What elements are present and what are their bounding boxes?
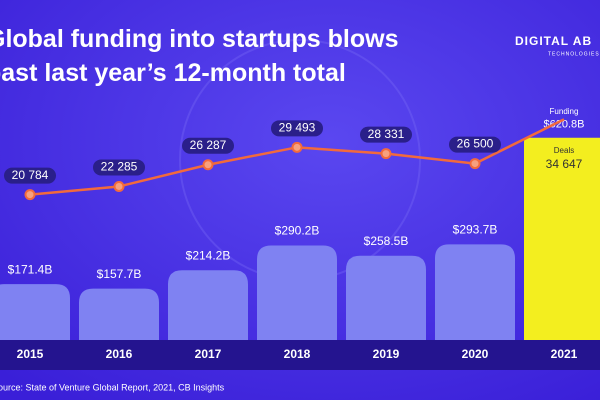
label-pill — [4, 167, 56, 184]
deals-marker — [113, 180, 125, 192]
deals-marker — [291, 141, 303, 153]
bar-value-label: $258.5B — [364, 234, 409, 248]
bar — [524, 137, 600, 340]
deals-marker — [202, 159, 214, 171]
source: Source: State of Venture Global Report, … — [0, 382, 225, 392]
bar — [168, 270, 248, 340]
series-name: Deals — [554, 146, 574, 155]
bar-value-label: $171.4B — [8, 262, 53, 276]
x-tick-label: 2018 — [284, 347, 311, 361]
bar-value-label: $290.2B — [275, 224, 320, 238]
deals-value-label: 22 285 — [101, 160, 138, 174]
label-pill — [360, 126, 412, 143]
bar — [0, 284, 70, 340]
logo-sub: TECHNOLOGIES — [548, 51, 600, 57]
logo: DIGITAL AB — [515, 34, 592, 48]
deals-value-label: 29 493 — [279, 120, 316, 134]
title-box: Global funding into startups blows past … — [0, 25, 399, 87]
bar-value-label: $293.7B — [453, 223, 498, 237]
deals-marker — [469, 158, 481, 170]
bar-value-label: $620.8B — [544, 119, 585, 131]
bar — [346, 255, 426, 340]
series-name: Funding — [550, 107, 579, 116]
x-tick-label: 2015 — [17, 347, 44, 361]
bar — [79, 288, 159, 340]
bar-value-label: $157.7B — [97, 267, 142, 281]
label-pill — [93, 159, 145, 176]
bar — [257, 245, 337, 340]
deals-marker — [380, 148, 392, 160]
x-tick-label: 2020 — [462, 347, 489, 361]
x-tick-label: 2017 — [195, 347, 222, 361]
label-pill — [271, 120, 323, 137]
deals-value-label: 26 500 — [457, 137, 494, 151]
deals-value-label: 26 287 — [190, 138, 227, 152]
deals-value-label: 28 331 — [368, 127, 405, 141]
x-tick-label: 2016 — [106, 347, 133, 361]
deals-value-label: 34 647 — [546, 157, 583, 171]
bar-value-label: $214.2B — [186, 248, 231, 262]
deals-value-label: 20 784 — [12, 168, 49, 182]
deals-marker — [24, 189, 36, 201]
axis-band — [0, 340, 600, 370]
x-tick-label: 2019 — [373, 347, 400, 361]
bar — [435, 244, 515, 340]
chart-title: Global funding into startups blows past … — [0, 25, 399, 87]
label-pill — [449, 136, 501, 153]
label-pill — [182, 137, 234, 154]
x-tick-label: 2021 — [551, 347, 578, 361]
